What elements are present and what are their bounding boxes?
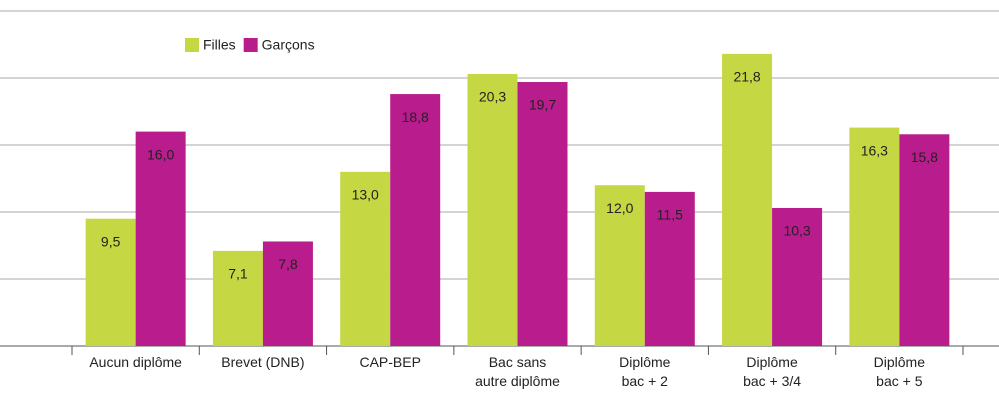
bar [722, 53, 773, 346]
value-label: 19,7 [529, 97, 556, 113]
bar [594, 185, 645, 346]
bar [899, 134, 950, 346]
x-tick-label: Bac sans autre diplôme [475, 354, 560, 389]
value-label: 9,5 [101, 233, 121, 249]
value-label: 10,3 [783, 223, 810, 239]
bar [212, 250, 263, 346]
x-tick-label: Brevet (DNB) [221, 354, 305, 370]
bar [262, 241, 313, 346]
bar [517, 82, 568, 347]
x-tick-label: Diplôme bac + 3/4 [743, 354, 802, 389]
value-label: 11,5 [657, 207, 683, 223]
x-tick-label: CAP-BEP [359, 354, 421, 370]
bar [390, 94, 441, 346]
bar [340, 171, 391, 346]
bar [135, 131, 186, 346]
legend-label: Filles [203, 37, 236, 53]
legend-swatch [185, 38, 199, 52]
value-label: 13,0 [352, 187, 379, 203]
value-label: 7,1 [228, 266, 248, 282]
value-label: 20,3 [479, 89, 506, 105]
value-label: 16,0 [147, 146, 174, 162]
legend-label: Garçons [262, 37, 315, 53]
value-label: 16,3 [861, 142, 888, 158]
value-label: 15,8 [911, 149, 938, 165]
bar [849, 127, 900, 346]
legend-swatch [243, 38, 258, 52]
x-tick-label: Diplôme bac + 5 [873, 354, 926, 389]
x-tick-label: Diplôme bac + 2 [619, 354, 671, 389]
bar [644, 191, 695, 346]
bar [85, 218, 136, 346]
bar [467, 73, 518, 346]
value-label: 7,8 [278, 256, 298, 272]
value-label: 18,8 [402, 109, 429, 125]
x-tick-label: Aucun diplôme [89, 354, 182, 370]
value-label: 12,0 [606, 200, 633, 216]
value-label: 21,8 [733, 69, 760, 85]
bar [772, 207, 823, 346]
